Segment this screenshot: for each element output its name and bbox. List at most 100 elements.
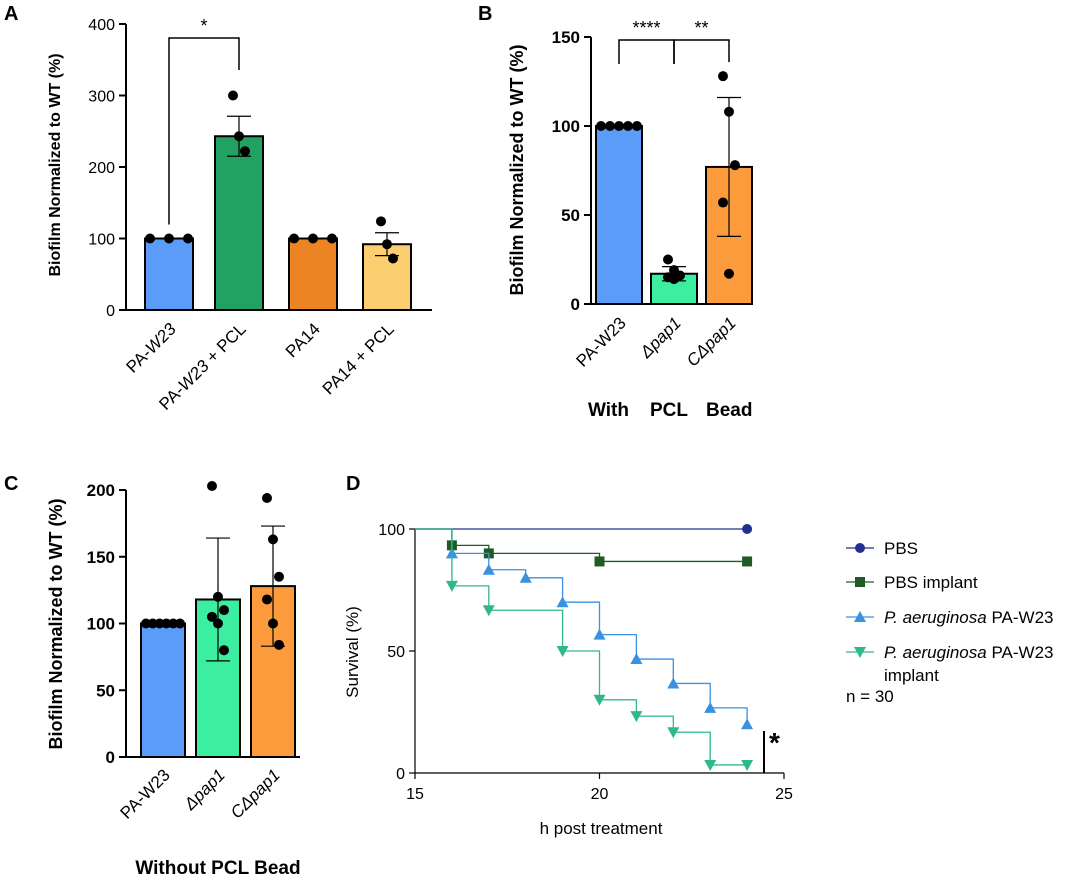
panel-a-y-tick-label: 200 (88, 160, 115, 177)
panel-b-group-label-pcl: PCL (650, 400, 688, 421)
panel-c-y-tick-label: 200 (87, 481, 115, 500)
panel-letter-c: C (4, 473, 18, 495)
panel-d-series-marker (482, 605, 495, 617)
panel-a-significance-bracket (168, 37, 240, 225)
panel-d-series-line (415, 528, 748, 725)
panel-d-series-marker (556, 596, 569, 608)
panel-b-data-point (724, 268, 734, 279)
panel-b-group-label-bead: Bead (706, 400, 752, 421)
panel-d-series-line (415, 528, 748, 766)
panel-d-series-marker (594, 556, 605, 567)
panel-c-y-axis-label: Biofilm Normalized to WT (%) (46, 499, 66, 750)
panel-a-y-tick-label: 0 (106, 303, 115, 320)
panel-letter-a: A (4, 3, 18, 25)
panel-d-x-tick-label: 25 (775, 786, 793, 803)
panel-a-bar (144, 237, 194, 311)
panel-b-significance-label: ** (694, 18, 708, 38)
panel-b-significance-label: **** (632, 18, 660, 38)
panel-a-bar (214, 135, 264, 311)
panel-a-data-point (228, 90, 238, 101)
panel-a-y-axis-label: Biofilm Normalized to WT (%) (47, 53, 64, 276)
panel-b-bar (595, 125, 643, 305)
panel-a-significance-label: * (200, 16, 207, 36)
panel-d-series-marker (704, 759, 717, 771)
panel-d-series-marker (667, 727, 680, 739)
panel-b-category-label: Δpap1 (636, 313, 685, 362)
panel-c-category-label: PA-W23 (117, 765, 174, 822)
panel-c-category-label: Δpap1 (180, 765, 229, 814)
panel-c-y-tick-label: 100 (87, 615, 115, 634)
panel-d-series-marker (556, 646, 569, 657)
panel-b-y-tick-label: 100 (552, 117, 580, 136)
panel-a-data-point (308, 233, 318, 244)
panel-a-bar-chart: Biofilm Normalized to WT (%) 0 100 200 300 4… (47, 16, 432, 414)
panel-b-data-point (718, 197, 728, 208)
panel-c-y-tick-label: 150 (87, 548, 115, 567)
panel-d-x-tick-label: 15 (406, 786, 424, 803)
panel-b-y-tick-label: 50 (561, 206, 580, 225)
panel-b-y-tick-label: 150 (552, 28, 580, 47)
panel-b-category-label: CΔpap1 (683, 313, 740, 370)
panel-c-bar (140, 622, 186, 758)
panel-b-data-point (663, 254, 673, 265)
panel-d-series-marker (704, 701, 717, 713)
panel-b-category-label: PA-W23 (573, 313, 630, 370)
panel-d-series-marker (667, 677, 680, 689)
panel-d-y-axis-label: Survival (%) (343, 606, 362, 698)
panel-b-data-point (614, 121, 624, 131)
panel-d-legend-label: P. aeruginosa PA-W23 (884, 643, 1053, 662)
panel-c-data-point (274, 639, 284, 650)
panel-d-y-tick-label: 0 (396, 766, 405, 783)
panel-a-data-point (388, 253, 398, 264)
panel-d-legend-marker (855, 543, 865, 553)
panel-d-series-marker (741, 718, 754, 730)
panel-d-y-tick-label: 100 (378, 522, 405, 539)
panel-b-data-point (669, 274, 679, 285)
panel-a-y-tick-label: 100 (88, 232, 115, 249)
panel-b-significance-bracket (618, 39, 675, 64)
panel-b-data-point (623, 121, 633, 131)
panel-d-survival-chart: Survival (%) h post treatment n = 30 * 0… (343, 522, 1053, 838)
panel-c-data-point (268, 534, 278, 545)
panel-d-series-marker (742, 524, 753, 534)
panel-a-data-point (240, 146, 250, 157)
panel-d-series-marker (593, 694, 606, 706)
panel-c-group-label: Without PCL Bead (135, 858, 300, 878)
panel-b-data-point (596, 121, 606, 131)
panel-d-series-marker (742, 556, 753, 567)
panel-a-data-point (145, 233, 155, 244)
panel-a-data-point (164, 233, 174, 244)
panel-b-data-point (605, 121, 615, 131)
panel-d-significance-label: * (769, 727, 780, 758)
panel-d-x-axis-label: h post treatment (540, 819, 663, 838)
panel-letter-d: D (346, 473, 360, 495)
panel-c-data-point (213, 591, 223, 602)
panel-b-data-point (730, 160, 740, 171)
panel-c-data-point (207, 611, 217, 622)
panel-b-bar-chart: Biofilm Normalized to WT (%) With PCL Be… (507, 18, 753, 421)
panel-a-category-label: PA-W23 (123, 319, 181, 377)
panel-d-legend-label: PBS implant (884, 573, 978, 592)
panel-b-data-point (724, 106, 734, 117)
panel-d-series-marker (482, 563, 495, 575)
panel-b-data-point (632, 121, 642, 131)
panel-a-data-point (382, 239, 392, 250)
panel-d-series-marker (519, 571, 532, 583)
panel-d-series-marker (630, 653, 643, 665)
panel-b-group-label-with: With (588, 400, 629, 421)
panel-d-series-marker (741, 759, 754, 771)
panel-d-legend-label-line2: implant (884, 666, 939, 685)
panel-c-data-point (207, 480, 217, 491)
panel-a-data-point (234, 131, 244, 142)
panel-a-data-point (376, 216, 386, 227)
panel-c-data-point (262, 594, 272, 605)
panel-d-series-marker (630, 711, 643, 723)
panel-d-n-label: n = 30 (846, 687, 894, 706)
panel-c-data-point (262, 493, 272, 504)
panel-d-legend-label: PBS (884, 539, 918, 558)
panel-a-y-tick-label: 400 (88, 17, 115, 34)
panel-d-legend-label: P. aeruginosa PA-W23 (884, 608, 1053, 627)
panel-a-y-tick-label: 300 (88, 89, 115, 106)
panel-b-data-point (718, 71, 728, 82)
